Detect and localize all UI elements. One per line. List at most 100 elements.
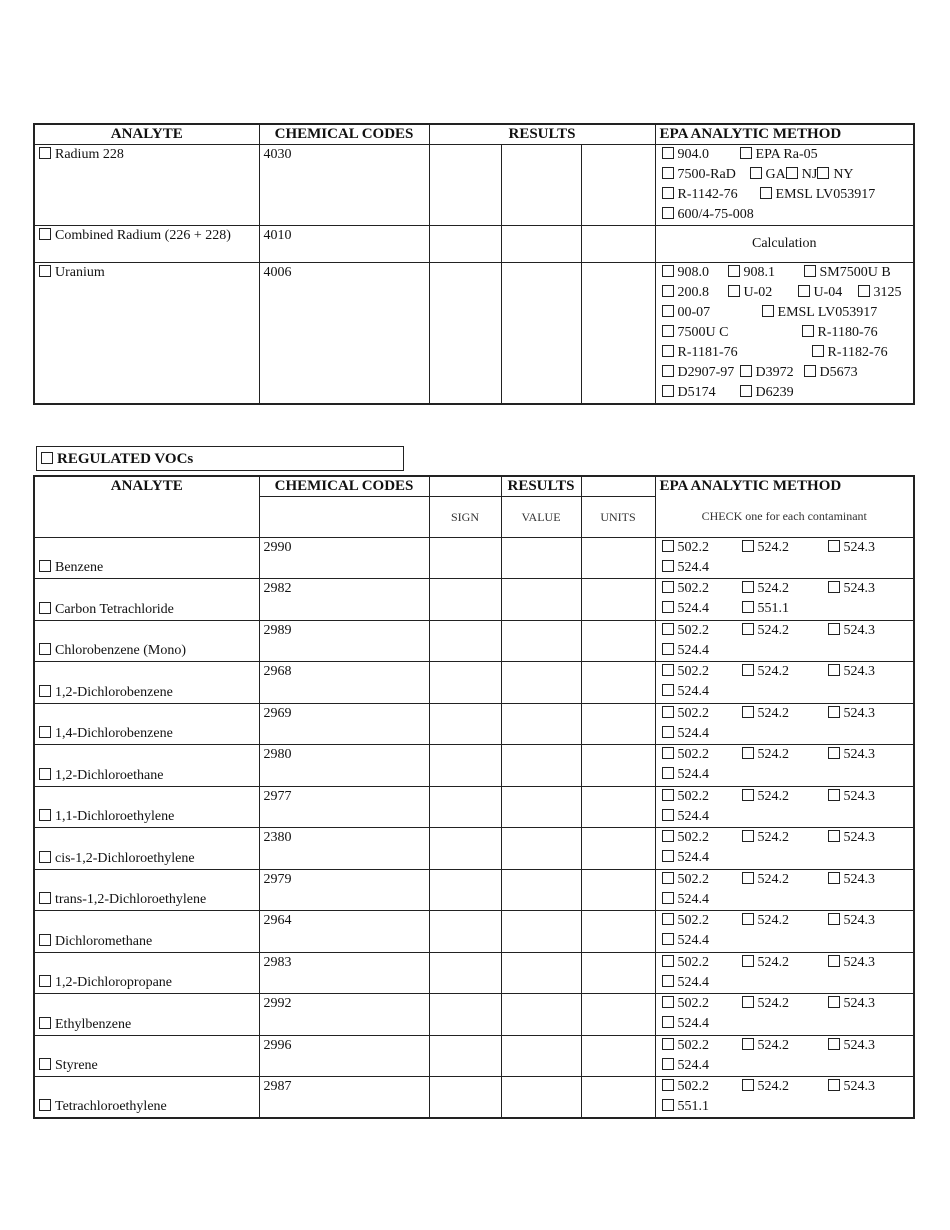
checkbox-icon[interactable] [741, 788, 754, 801]
checkbox-icon[interactable] [741, 830, 754, 842]
method-option[interactable]: 524.4 [661, 807, 742, 827]
result-units-cell[interactable] [580, 702, 656, 745]
analyte-checkbox[interactable]: cis-1,2-Dichloroethylene [33, 827, 260, 870]
checkbox-icon[interactable] [661, 344, 674, 357]
checkbox-icon[interactable] [661, 559, 674, 572]
method-option[interactable]: U-02 [727, 283, 798, 303]
checkbox-icon[interactable] [39, 601, 51, 614]
checkbox-icon[interactable] [739, 146, 752, 159]
checkbox-icon[interactable] [39, 146, 51, 159]
result-sign-cell[interactable] [428, 1076, 502, 1119]
method-option[interactable]: 524.2 [741, 621, 828, 641]
result-units-cell[interactable] [580, 744, 656, 787]
method-option[interactable]: 524.3 [827, 745, 875, 765]
analyte-checkbox[interactable]: 1,2-Dichlorobenzene [33, 661, 260, 704]
checkbox-icon[interactable] [661, 871, 674, 884]
checkbox-icon[interactable] [661, 830, 674, 842]
checkbox-icon[interactable] [827, 581, 840, 593]
result-units-cell[interactable] [580, 224, 656, 263]
checkbox-icon[interactable] [661, 850, 674, 862]
analyte-checkbox[interactable]: 1,2-Dichloropropane [33, 951, 260, 994]
method-option[interactable]: EPA Ra-05 [739, 145, 818, 165]
checkbox-icon[interactable] [661, 913, 674, 925]
checkbox-icon[interactable] [827, 1037, 840, 1050]
result-sign-cell[interactable] [428, 578, 502, 621]
checkbox-icon[interactable] [827, 705, 840, 718]
checkbox-icon[interactable] [741, 747, 754, 759]
method-option[interactable]: 502.2 [661, 662, 742, 682]
checkbox-icon[interactable] [661, 284, 674, 297]
checkbox-icon[interactable] [39, 1099, 51, 1111]
analyte-checkbox[interactable]: 1,1-Dichloroethylene [33, 785, 260, 828]
checkbox-icon[interactable] [661, 186, 674, 199]
result-units-cell[interactable] [580, 1076, 656, 1119]
checkbox-icon[interactable] [661, 996, 674, 1008]
method-option[interactable]: EMSL LV053917 [761, 303, 877, 323]
checkbox-icon[interactable] [39, 850, 51, 863]
result-value-cell[interactable] [500, 536, 582, 579]
method-option[interactable]: 908.1 [727, 263, 804, 283]
checkbox-icon[interactable] [661, 684, 674, 696]
method-option[interactable]: 502.2 [661, 704, 742, 724]
method-option[interactable]: 3125 [857, 283, 902, 303]
method-option[interactable]: 502.2 [661, 828, 742, 848]
checkbox-icon[interactable] [741, 705, 754, 718]
checkbox-icon[interactable] [827, 913, 840, 925]
checkbox-icon[interactable] [661, 747, 674, 759]
checkbox-icon[interactable] [827, 622, 840, 635]
result-units-cell[interactable] [580, 827, 656, 870]
result-units-cell[interactable] [580, 785, 656, 828]
method-option[interactable]: 502.2 [661, 579, 742, 599]
method-option[interactable]: R-1180-76 [801, 323, 878, 343]
method-option[interactable]: 551.1 [661, 1097, 742, 1117]
checkbox-icon[interactable] [661, 601, 674, 613]
analyte-checkbox[interactable]: trans-1,2-Dichloroethylene [33, 868, 260, 911]
method-option[interactable]: 524.3 [827, 538, 875, 558]
method-option[interactable]: D5174 [661, 383, 740, 403]
method-option[interactable]: 502.2 [661, 621, 742, 641]
method-option[interactable]: 524.4 [661, 765, 742, 785]
checkbox-icon[interactable] [827, 996, 840, 1008]
checkbox-icon[interactable] [797, 284, 810, 297]
checkbox-icon[interactable] [661, 384, 674, 397]
checkbox-icon[interactable] [661, 642, 674, 655]
result-sign-cell[interactable] [428, 619, 502, 662]
checkbox-icon[interactable] [661, 954, 674, 967]
checkbox-icon[interactable] [827, 664, 840, 676]
method-option[interactable]: 524.2 [741, 911, 828, 931]
method-option[interactable]: 524.3 [827, 1036, 875, 1056]
checkbox-icon[interactable] [39, 1058, 51, 1070]
method-option[interactable]: 524.2 [741, 787, 828, 807]
result-sign-cell[interactable] [428, 1034, 502, 1077]
method-option[interactable]: 7500U C [661, 323, 802, 343]
checkbox-icon[interactable] [661, 1079, 674, 1091]
method-option[interactable]: 524.4 [661, 724, 742, 744]
result-sign-cell[interactable] [428, 143, 502, 226]
checkbox-icon[interactable] [827, 539, 840, 552]
method-option[interactable]: 524.2 [741, 870, 828, 890]
checkbox-icon[interactable] [39, 933, 51, 946]
result-value-cell[interactable] [500, 1034, 582, 1077]
checkbox-icon[interactable] [857, 284, 870, 297]
checkbox-icon[interactable] [741, 539, 754, 552]
checkbox-icon[interactable] [749, 166, 762, 179]
method-option[interactable]: 524.3 [827, 911, 875, 931]
result-units-cell[interactable] [580, 536, 656, 579]
analyte-checkbox[interactable]: Combined Radium (226 + 228) [33, 224, 260, 263]
method-option[interactable]: 524.4 [661, 641, 742, 661]
result-value-cell[interactable] [500, 868, 582, 911]
checkbox-icon[interactable] [803, 264, 816, 277]
checkbox-icon[interactable] [39, 1016, 51, 1029]
result-value-cell[interactable] [500, 224, 582, 263]
checkbox-icon[interactable] [39, 975, 51, 987]
method-option[interactable]: 524.2 [741, 704, 828, 724]
checkbox-icon[interactable] [661, 539, 674, 552]
checkbox-icon[interactable] [727, 284, 740, 297]
result-value-cell[interactable] [500, 619, 582, 662]
checkbox-icon[interactable] [801, 324, 814, 337]
checkbox-icon[interactable] [39, 227, 51, 240]
method-option[interactable]: 524.2 [741, 662, 828, 682]
result-value-cell[interactable] [500, 827, 582, 870]
checkbox-icon[interactable] [39, 726, 51, 738]
checkbox-icon[interactable] [661, 166, 674, 179]
